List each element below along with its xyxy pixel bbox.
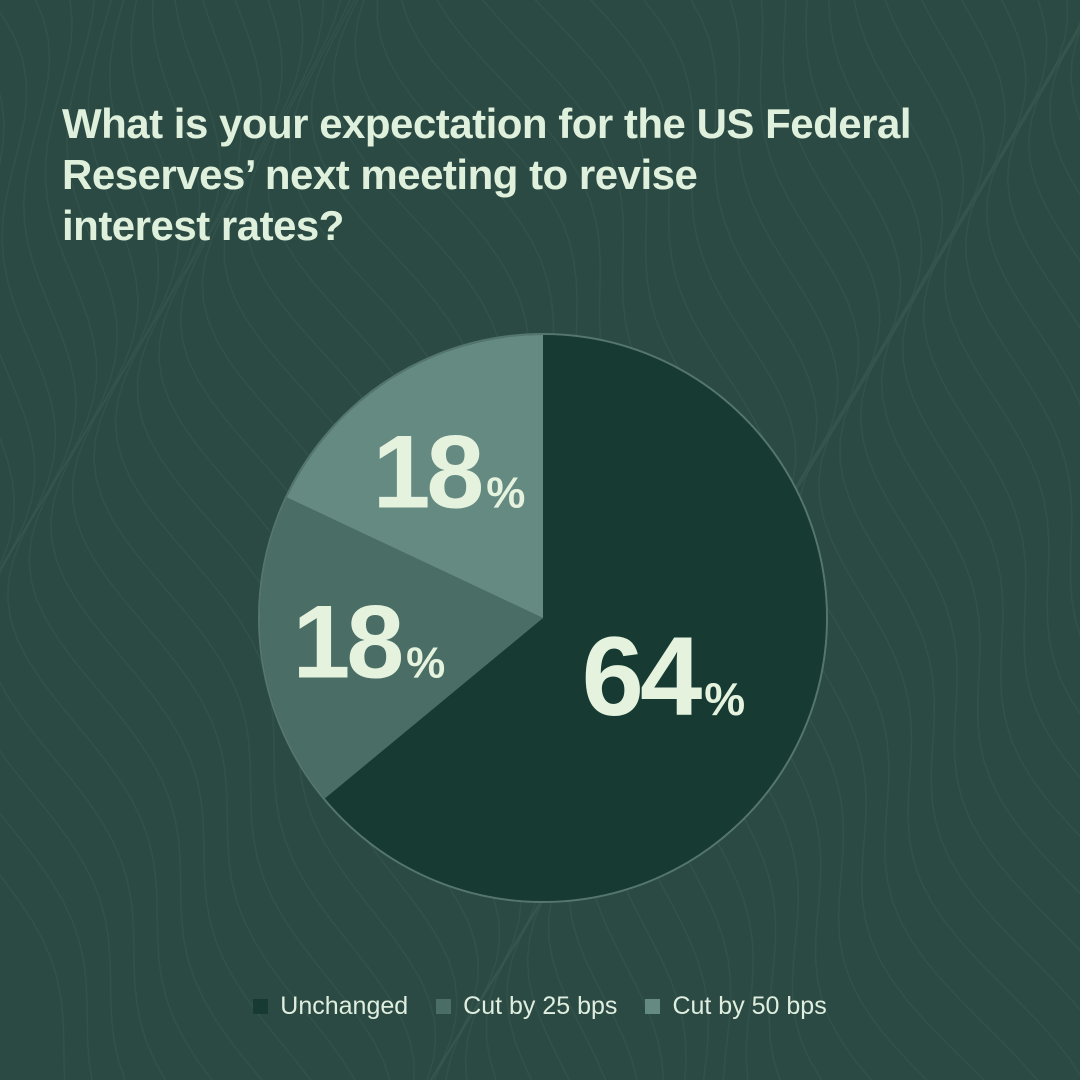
slice-value-label: 18%: [292, 584, 445, 700]
background-wave-line: [136, 0, 437, 1080]
slice-value-label: 18%: [373, 414, 526, 530]
pie-slice-unchanged: [324, 335, 826, 902]
legend-label: Cut by 50 bps: [672, 992, 827, 1020]
background-wave-line: [50, 0, 312, 1080]
background-wave-line: [0, 11, 126, 1080]
background-wave-line: [986, 20, 1080, 407]
legend-label: Cut by 25 bps: [463, 992, 618, 1020]
background-wave-line: [93, 0, 391, 1080]
legend-item-unchanged: Unchanged: [253, 992, 408, 1021]
slice-value-label: 64%: [582, 614, 745, 739]
legend-label: Unchanged: [280, 992, 409, 1020]
background-wave-line: [1049, 23, 1080, 196]
title-line: Reserves’ next meeting to revise: [62, 151, 698, 198]
background-wave-line: [28, 0, 263, 1080]
background-wave-line: [6, 0, 213, 1080]
legend-item-cut-25: Cut by 25 bps: [436, 992, 617, 1021]
background-wave-line: [818, 0, 1080, 1077]
background-wave-line: [839, 0, 1080, 1012]
background-wave-line: [0, 436, 66, 1080]
legend-swatch-cut-25: [436, 999, 452, 1014]
chart-title: What is your expectation for the US Fede…: [62, 98, 1022, 251]
pie-outline: [258, 333, 828, 903]
pie-slice-cut-25: [259, 497, 543, 799]
background-wave-line: [964, 0, 1080, 638]
legend-swatch-cut-50: [645, 999, 661, 1014]
background-wave-line: [922, 0, 1080, 779]
legend-swatch-unchanged: [253, 999, 269, 1014]
background-wave-line: [0, 0, 167, 1080]
background-wave-line: [880, 0, 1080, 895]
background-wave-line: [943, 0, 1080, 716]
background-wave-line: [0, 92, 93, 1080]
legend-item-cut-50: Cut by 50 bps: [645, 992, 827, 1021]
background-wave-line: [902, 0, 1080, 838]
background-wave-line: [114, 0, 415, 1080]
title-line: interest rates?: [62, 202, 344, 249]
legend: Unchanged Cut by 25 bps Cut by 50 bps: [0, 992, 1080, 1021]
background-wave-line: [71, 0, 356, 1080]
background-wave-line: [1027, 26, 1080, 263]
background-wave-line: [1006, 28, 1080, 330]
title-line: What is your expectation for the US Fede…: [62, 100, 912, 147]
background-wave-line: [859, 0, 1080, 952]
pie-slice-cut-50: [286, 334, 543, 618]
